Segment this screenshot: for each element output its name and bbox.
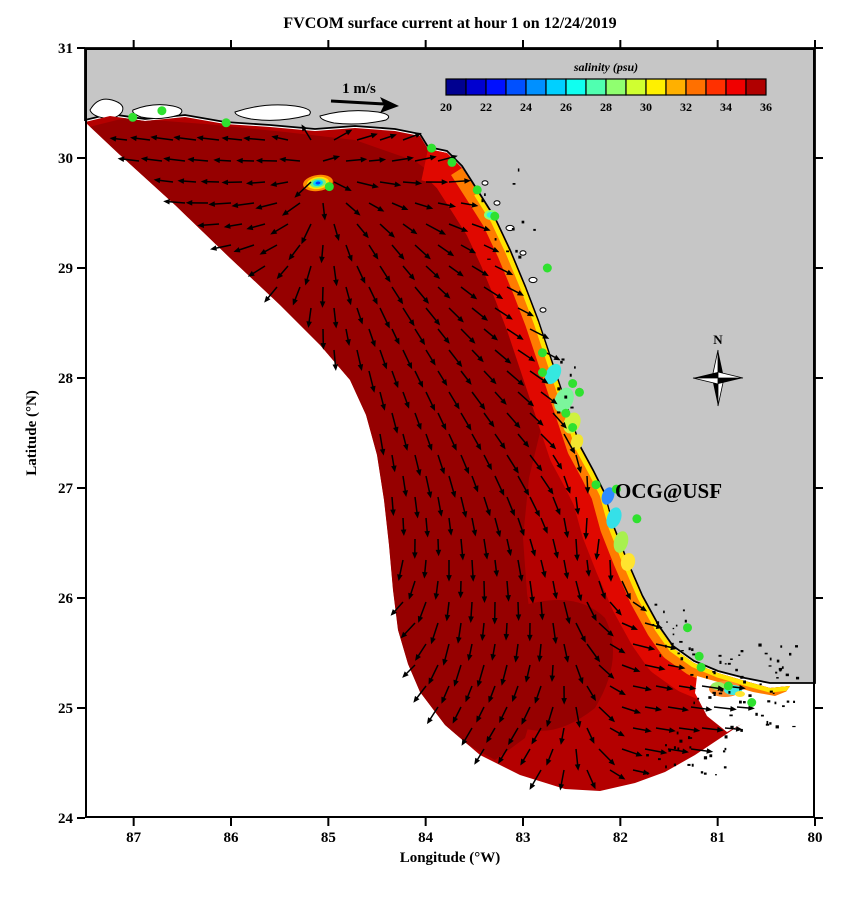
station-dot[interactable] (747, 698, 756, 707)
svg-text:36: 36 (760, 100, 772, 114)
colorbar-title: salinity (psu) (573, 60, 638, 74)
station-dot[interactable] (683, 623, 692, 632)
station-dot[interactable] (568, 379, 577, 388)
svg-text:24: 24 (520, 100, 532, 114)
svg-text:26: 26 (58, 591, 74, 607)
svg-text:30: 30 (58, 151, 73, 167)
svg-text:34: 34 (720, 100, 732, 114)
station-dot[interactable] (427, 144, 436, 153)
station-dot[interactable] (543, 264, 552, 273)
station-dot[interactable] (724, 682, 733, 691)
station-dot[interactable] (222, 118, 231, 127)
station-dot[interactable] (697, 663, 706, 672)
station-dot[interactable] (632, 514, 641, 523)
figure-title: FVCOM surface current at hour 1 on 12/24… (283, 15, 616, 32)
svg-text:86: 86 (224, 830, 240, 846)
station-dot[interactable] (538, 368, 547, 377)
svg-text:82: 82 (613, 830, 628, 846)
svg-text:26: 26 (560, 100, 572, 114)
station-dot[interactable] (695, 652, 704, 661)
station-dot[interactable] (157, 106, 166, 115)
svg-text:28: 28 (600, 100, 612, 114)
svg-text:25: 25 (58, 701, 73, 717)
svg-text:85: 85 (321, 830, 336, 846)
station-dot[interactable] (490, 212, 499, 221)
y-axis-label: Latitude (°N) (24, 390, 40, 476)
station-dot[interactable] (538, 348, 547, 357)
svg-text:27: 27 (58, 481, 74, 497)
svg-text:32: 32 (680, 100, 692, 114)
station-dot[interactable] (592, 480, 601, 489)
svg-text:31: 31 (58, 41, 73, 57)
station-dot[interactable] (473, 185, 482, 194)
station-dot[interactable] (447, 158, 456, 167)
station-dot[interactable] (325, 182, 334, 191)
station-dot[interactable] (575, 388, 584, 397)
svg-text:22: 22 (480, 100, 492, 114)
svg-text:28: 28 (58, 371, 73, 387)
svg-text:24: 24 (58, 811, 74, 827)
svg-text:20: 20 (440, 100, 452, 114)
station-dot[interactable] (128, 113, 137, 122)
x-axis-label: Longitude (°W) (400, 850, 501, 866)
svg-text:87: 87 (126, 830, 142, 846)
station-dot[interactable] (568, 423, 577, 432)
station-dot[interactable] (561, 409, 570, 418)
svg-text:83: 83 (516, 830, 531, 846)
velocity-scale-label: 1 m/s (342, 81, 376, 97)
watermark-text: OCG@USF (615, 479, 722, 503)
svg-text:29: 29 (58, 261, 73, 277)
svg-text:84: 84 (418, 830, 434, 846)
svg-text:81: 81 (710, 830, 725, 846)
compass-n-label: N (713, 332, 723, 347)
map: N 1 m/s OCG@USF salinity (psu) 20 22 24 26 2… (85, 48, 815, 791)
svg-text:30: 30 (640, 100, 652, 114)
svg-text:80: 80 (808, 830, 823, 846)
